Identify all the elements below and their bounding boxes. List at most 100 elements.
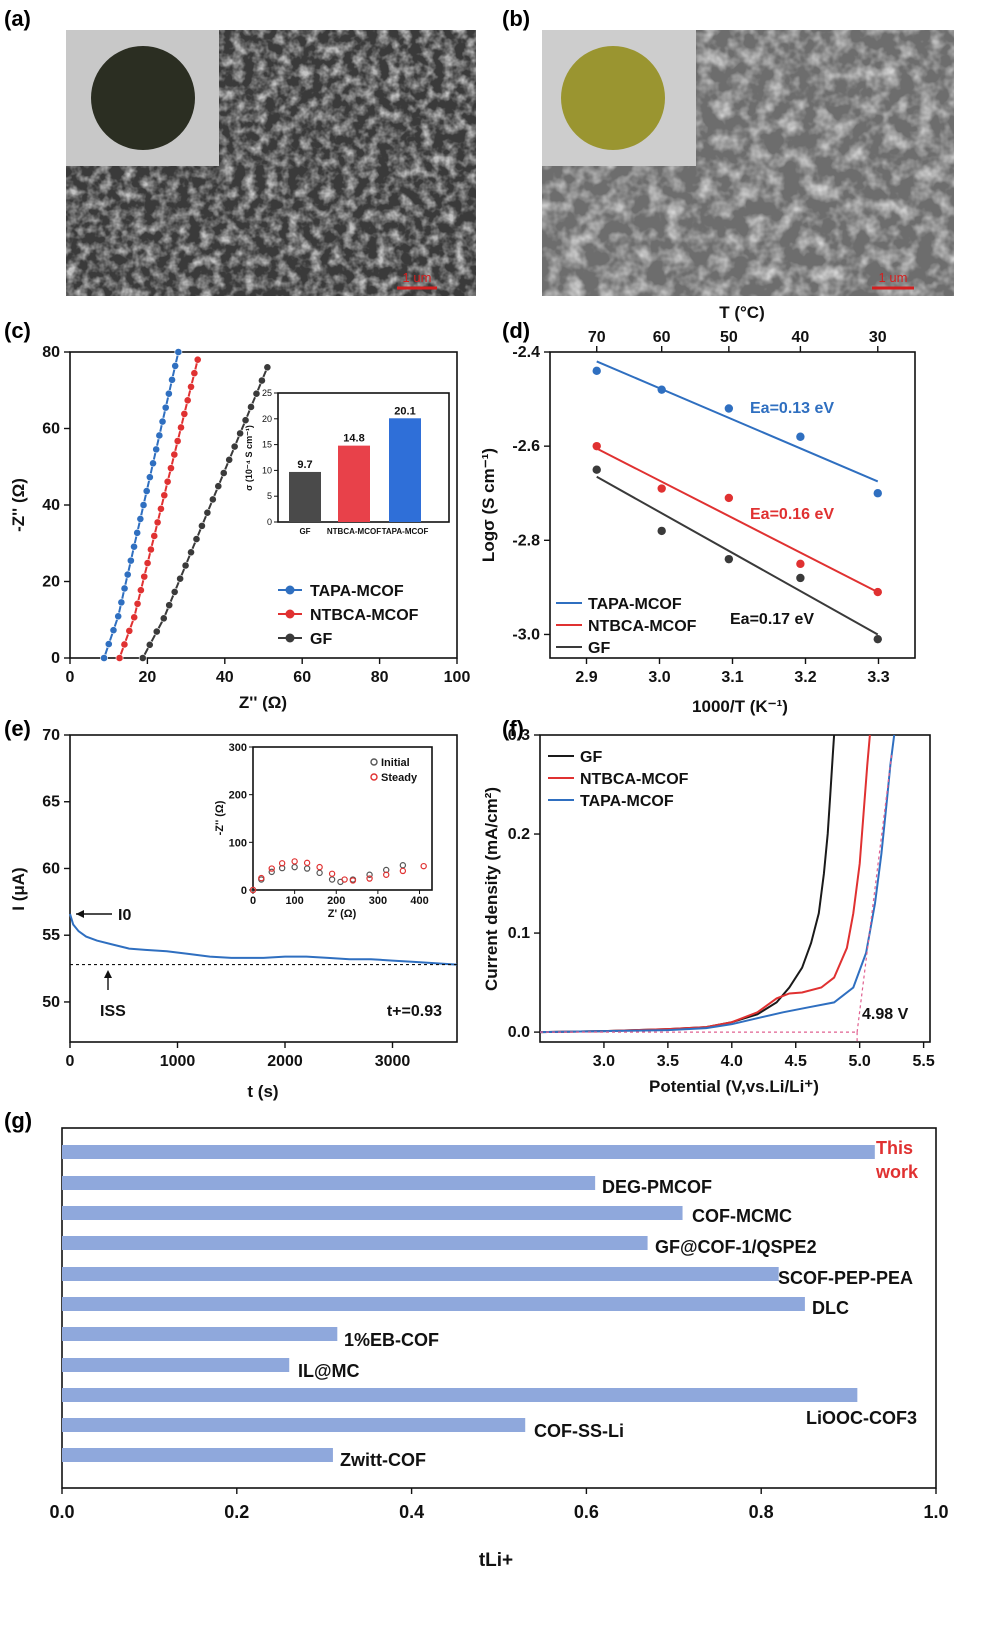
chart-d-point-1-0 xyxy=(592,441,601,451)
chart-d-point-0-4 xyxy=(873,489,882,498)
chart-c-point-1-3 xyxy=(130,613,139,622)
chart-d: 2.9 3.0 3.1 3.2 3.3 -2.4 -2.6 -2.8 -3.0 70 60 50 40 3… xyxy=(479,303,916,716)
chart-e-inset-ytick-label-0: 0 xyxy=(241,885,247,897)
chart-c-point-2-2 xyxy=(152,627,161,636)
chart-d-point-2-3 xyxy=(796,573,805,583)
scale-text-b: 1 um xyxy=(879,270,908,285)
chart-f-xtick-label-4: 5.0 xyxy=(849,1053,871,1070)
chart-e-inset-xlabel: Z' (Ω) xyxy=(328,908,357,920)
chart-g-xtick-label-4: 0.8 xyxy=(749,1502,774,1522)
chart-f-annotation: 4.98 V xyxy=(862,1006,909,1023)
chart-c-inset-category-0: GF xyxy=(299,527,310,536)
chart-c-point-2-10 xyxy=(198,521,206,530)
chart-d-point-2-1 xyxy=(657,526,666,536)
chart-f-xtick-label-5: 5.5 xyxy=(912,1053,934,1070)
chart-e-inset-point-1-0 xyxy=(249,886,257,894)
chart-c-point-2-5 xyxy=(170,588,179,596)
chart-d-xtick-label-0: 2.9 xyxy=(575,669,597,686)
chart-c-point-0-0 xyxy=(100,654,108,662)
chart-c-ytick-label-1: 20 xyxy=(42,574,60,591)
chart-g-bar-label-4: SCOF-PEP-PEA xyxy=(778,1268,913,1288)
chart-e-series-line xyxy=(69,913,458,966)
chart-c-inset-ytick-label-5: 25 xyxy=(262,388,272,398)
chart-c-point-1-21 xyxy=(190,369,199,378)
chart-c-xtick-label-2: 40 xyxy=(216,669,234,686)
chart-e-frame xyxy=(69,734,458,1043)
chart-c-point-0-18 xyxy=(161,403,170,412)
chart-g: 0.0 0.2 0.4 0.6 0.8 1.0 tLi+ This work DEG-PMCOF C… xyxy=(49,1127,949,1571)
chart-c-point-1-1 xyxy=(120,640,129,649)
chart-e-inset-point-1-13 xyxy=(420,862,427,870)
chart-d-fit-line-0 xyxy=(596,360,879,483)
chart-e-inset-legend-marker-1 xyxy=(370,773,378,781)
chart-d-ytick-label-1: -2.6 xyxy=(512,438,540,455)
chart-f-frame xyxy=(539,734,931,1043)
chart-c-point-2-9 xyxy=(192,535,201,543)
chart-c-point-2-4 xyxy=(165,601,174,610)
chart-c-point-0-15 xyxy=(152,445,161,454)
chart-e-inset-point-1-10 xyxy=(366,875,373,882)
chart-c-point-1-11 xyxy=(157,504,165,513)
chart-c-xtick-label-5: 100 xyxy=(444,669,471,686)
chart-d-point-2-2 xyxy=(724,554,734,564)
chart-d-point-1-2 xyxy=(724,493,734,503)
chart-e-inset-ytick-label-2: 200 xyxy=(229,790,247,802)
chart-c-point-2-8 xyxy=(187,548,195,557)
chart-g-bar-label-line-0: This xyxy=(876,1138,913,1158)
chart-c-point-1-18 xyxy=(180,409,189,418)
chart-e-inset-xtick-label-3: 300 xyxy=(369,895,387,907)
chart-e-inset-point-0-6 xyxy=(316,869,323,877)
chart-c-point-0-21 xyxy=(171,362,180,370)
chart-c-point-1-14 xyxy=(167,464,175,473)
chart-c-xtick-label-0: 0 xyxy=(66,669,75,686)
chart-e-iss-label: ISS xyxy=(100,1003,126,1020)
chart-g-bar-label-line-1: work xyxy=(875,1162,919,1182)
chart-f-series-line-2 xyxy=(539,734,896,1034)
chart-g-bar-label-10: Zwitt-COF xyxy=(340,1450,426,1470)
chart-e-inset-point-1-9 xyxy=(349,877,357,884)
scale-text-a: 1 um xyxy=(403,270,432,285)
chart-e-inset-point-0-4 xyxy=(291,863,298,871)
chart-d-point-1-1 xyxy=(657,484,666,493)
chart-d-point-2-0 xyxy=(592,465,601,474)
chart-d-point-1-3 xyxy=(796,559,805,569)
chart-c-point-2-0 xyxy=(138,654,147,662)
chart-d-point-0-3 xyxy=(796,432,805,441)
chart-c-ylabel: -Z'' (Ω) xyxy=(9,478,28,532)
chart-e-inset-point-1-6 xyxy=(316,863,323,871)
panel-label-e: (e) xyxy=(4,716,31,741)
chart-e-inset-point-1-11 xyxy=(383,871,390,878)
chart-c-point-0-12 xyxy=(142,487,151,495)
chart-c-xlabel: Z'' (Ω) xyxy=(239,693,287,712)
chart-e-i0-arrowhead xyxy=(76,910,84,918)
chart-c-point-2-18 xyxy=(241,416,250,425)
chart-c-inset-ytick-label-0: 0 xyxy=(267,517,272,527)
chart-g-xtick-label-0: 0.0 xyxy=(49,1502,74,1522)
chart-f-xlabel: Potential (V,vs.Li/Li⁺) xyxy=(649,1077,819,1096)
sem-image-b: 1 um xyxy=(542,30,954,296)
chart-g-bar-2 xyxy=(62,1206,683,1220)
chart-g-bar-label-9: COF-SS-Li xyxy=(534,1421,624,1441)
chart-g-bar-1 xyxy=(62,1176,596,1190)
chart-d-xtick-label-2: 3.1 xyxy=(721,669,743,686)
chart-c-inset-ytick-label-3: 15 xyxy=(262,440,272,450)
chart-c-inset-ylabel: σ (10⁻⁴ S cm⁻¹) xyxy=(244,425,254,491)
chart-c-point-1-5 xyxy=(136,586,145,595)
sem-image-a: 1 um xyxy=(66,30,476,296)
chart-c-point-0-4 xyxy=(117,598,126,607)
chart-g-bar-10 xyxy=(62,1448,333,1462)
chart-c-point-0-14 xyxy=(149,459,157,468)
chart-e-ytick-label-1: 55 xyxy=(42,927,60,944)
chart-e-inset-legend-label-0: Initial xyxy=(381,757,410,769)
chart-c-point-2-17 xyxy=(236,429,245,438)
chart-c-inset-value-1: 14.8 xyxy=(343,433,364,445)
chart-d-ytick-label-2: -2.8 xyxy=(512,532,540,549)
chart-c-inset-ytick-label-4: 20 xyxy=(262,414,272,424)
panel-label-a: (a) xyxy=(4,6,31,31)
chart-g-xlabel: tLi+ xyxy=(479,1550,513,1571)
chart-f-xtick-label-3: 4.5 xyxy=(785,1053,807,1070)
chart-e-xtick-label-2: 2000 xyxy=(267,1053,303,1070)
chart-f-rise-tangent xyxy=(856,754,893,1033)
chart-d-toptick-label-0: 70 xyxy=(588,329,606,346)
